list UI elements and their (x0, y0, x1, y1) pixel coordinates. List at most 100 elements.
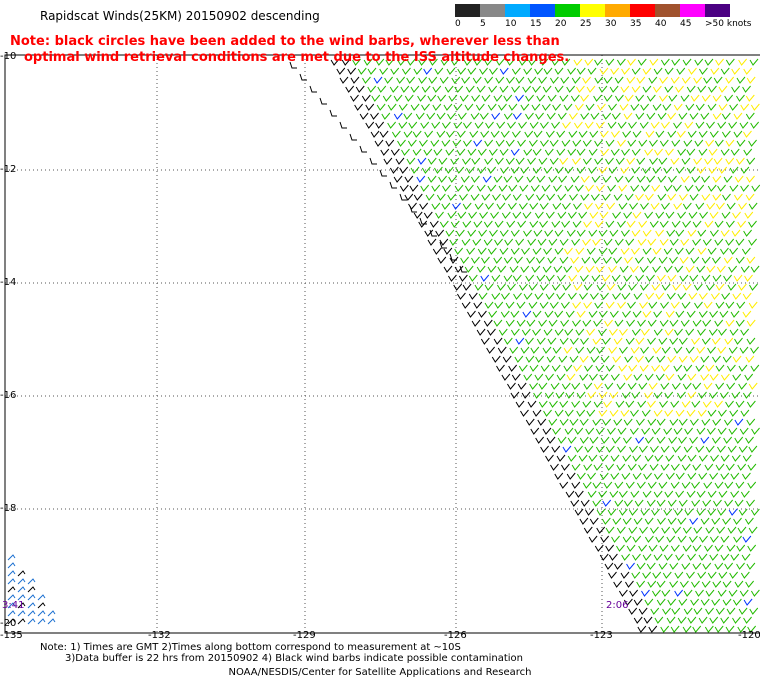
wind-barb (714, 139, 724, 147)
wind-barb (604, 382, 614, 390)
wind-barb (646, 499, 656, 507)
wind-barb (429, 220, 439, 228)
wind-barb (628, 607, 638, 615)
wind-barb (582, 481, 592, 489)
wind-barb (720, 553, 730, 561)
wind-barb (716, 202, 725, 210)
wind-barb (573, 364, 582, 372)
wind-barb (682, 283, 692, 291)
wind-barb (468, 274, 478, 282)
wind-barb (525, 337, 534, 345)
wind-barb (735, 157, 745, 165)
wind-barb (682, 220, 691, 228)
wind-barb (659, 400, 668, 408)
wind-barb (27, 618, 36, 625)
wind-barb (522, 211, 532, 219)
wind-barb (667, 499, 677, 507)
wind-barb (622, 517, 632, 525)
wind-barb (725, 220, 735, 228)
wind-barb (17, 578, 26, 585)
wind-barb (644, 535, 654, 543)
wind-barb (700, 517, 710, 525)
wind-barb (714, 400, 723, 408)
wind-barb (603, 400, 612, 408)
wind-barb (539, 202, 549, 210)
footer-credit: NOAA/NESDIS/Center for Satellite Applica… (228, 667, 532, 678)
wind-barb (652, 85, 662, 93)
wind-barb (641, 409, 651, 417)
wind-barb (683, 445, 693, 453)
wind-barb (740, 265, 750, 273)
wind-barb (688, 211, 698, 219)
wind-barb (636, 481, 646, 489)
wind-barb (371, 94, 381, 102)
wind-barb (511, 85, 520, 93)
wind-barb (647, 580, 657, 588)
wind-barb (747, 481, 757, 489)
wind-barb (632, 535, 642, 543)
wind-barb (520, 103, 530, 111)
wind-barb (495, 139, 505, 147)
footer-note-line-2: 3)Data buffer is 22 hrs from 20150902 4)… (65, 653, 523, 664)
wind-barb (693, 607, 703, 615)
wind-barb (709, 373, 719, 381)
wind-barb (670, 400, 680, 408)
wind-barb (732, 211, 741, 219)
wind-barb (736, 94, 745, 102)
wind-barb (599, 130, 609, 138)
wind-barb (374, 139, 384, 147)
wind-barb (738, 364, 748, 372)
wind-barb (554, 229, 564, 237)
wind-barb (442, 184, 451, 192)
wind-barb (657, 175, 667, 183)
wind-barb (645, 292, 655, 300)
wind-barb (527, 76, 537, 84)
wind-barb (464, 265, 474, 273)
wind-barb (437, 256, 447, 264)
wind-barb (585, 103, 595, 111)
wind-barb (696, 427, 706, 435)
wind-barb (678, 112, 688, 120)
wind-barb (715, 607, 725, 615)
wind-barb (596, 346, 605, 354)
wind-barb (676, 130, 686, 138)
wind-barb (614, 94, 624, 102)
wind-barb (700, 598, 710, 606)
wind-barb (639, 121, 649, 129)
wind-barb (696, 490, 706, 498)
wind-barb (598, 229, 608, 237)
time-label-right: 2:06 (606, 600, 629, 611)
wind-barb (537, 238, 547, 246)
wind-barb (665, 148, 674, 156)
wind-barb (474, 121, 484, 129)
color-scale-label: 45 (680, 19, 692, 29)
wind-barb (677, 535, 687, 543)
color-scale-label: 10 (505, 19, 517, 29)
wind-barb (650, 526, 659, 534)
wind-barb (684, 427, 694, 435)
wind-barb (563, 346, 573, 354)
wind-barb (655, 130, 665, 138)
wind-barb (580, 193, 590, 201)
wind-barb (419, 217, 427, 225)
wind-barb (611, 535, 620, 543)
wind-barb (521, 247, 530, 255)
wind-barb (398, 103, 408, 111)
wind-barb (567, 148, 577, 156)
wind-barb (393, 94, 403, 102)
wind-barb (486, 346, 496, 354)
wind-barb (476, 85, 486, 93)
wind-barb (7, 602, 16, 609)
wind-barb (737, 283, 747, 291)
wind-barb (579, 373, 589, 381)
wind-barb (535, 355, 545, 363)
wind-barb (716, 526, 726, 534)
wind-barb (461, 238, 471, 246)
wind-barb (645, 130, 655, 138)
wind-barb (692, 625, 702, 633)
wind-barb (731, 391, 741, 399)
wind-barb (602, 499, 612, 507)
wind-barb (528, 139, 538, 147)
wind-barb (704, 58, 714, 66)
wind-barb (733, 112, 743, 120)
